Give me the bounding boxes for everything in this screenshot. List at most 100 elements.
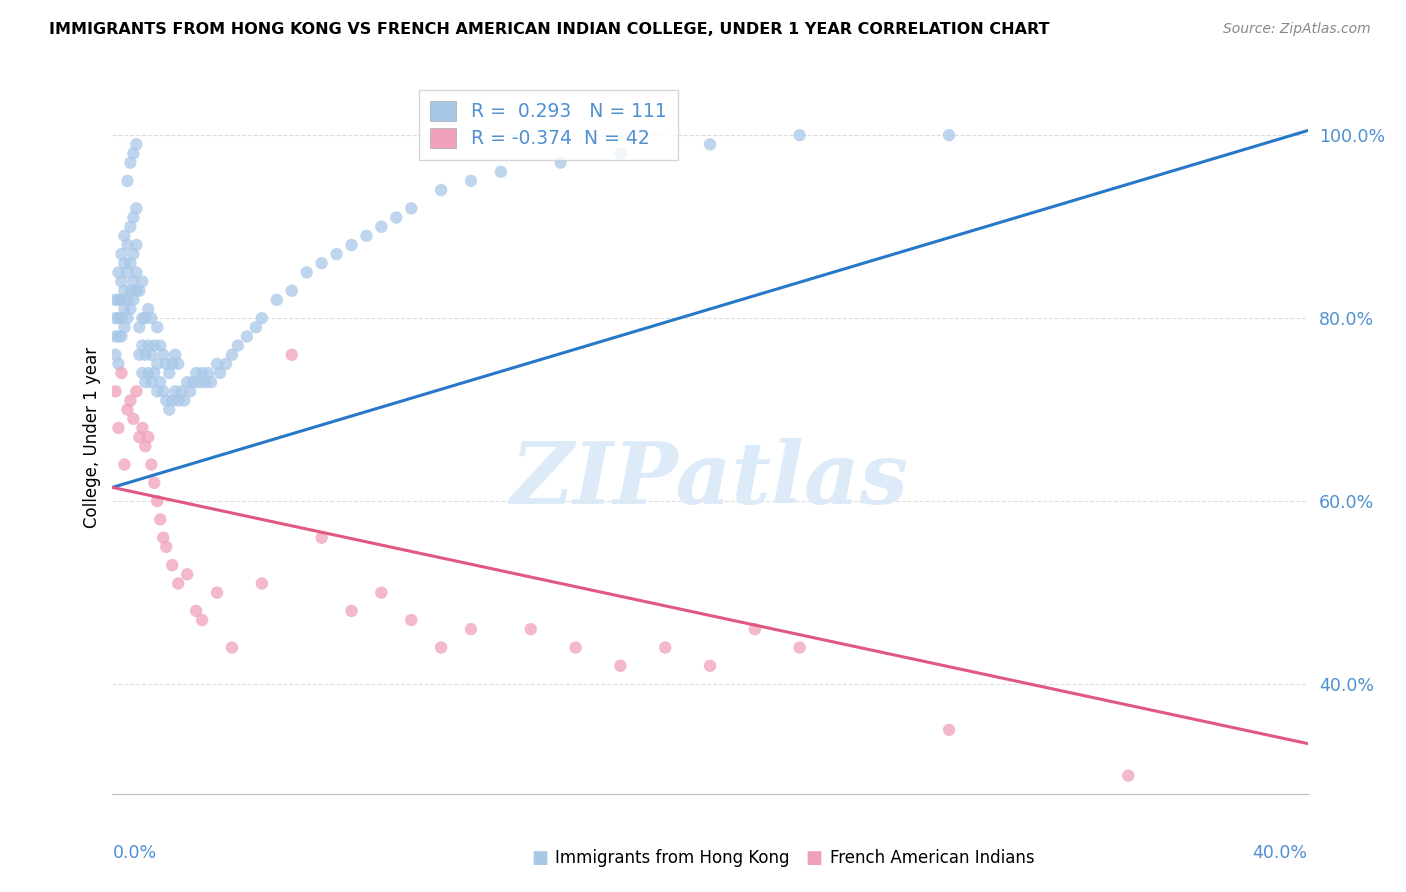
Point — [107, 265, 129, 279]
Point — [146, 357, 169, 371]
Point — [401, 202, 423, 216]
Point — [107, 329, 129, 343]
Point — [191, 366, 214, 380]
Point — [125, 384, 148, 399]
Point — [117, 238, 139, 252]
Point — [654, 640, 676, 655]
Point — [221, 640, 243, 655]
Point — [340, 238, 363, 252]
Point — [110, 247, 132, 261]
Point — [125, 137, 148, 152]
Point — [114, 228, 135, 243]
Point — [149, 338, 172, 352]
Point — [131, 366, 153, 380]
Point — [138, 366, 160, 380]
Point — [266, 293, 288, 307]
Point — [311, 531, 333, 545]
Point — [460, 174, 482, 188]
Point — [138, 338, 160, 352]
Point — [281, 284, 304, 298]
Point — [141, 458, 163, 472]
Point — [117, 402, 139, 417]
Point — [120, 301, 142, 316]
Point — [146, 320, 169, 334]
Point — [122, 411, 145, 425]
Point — [609, 146, 631, 161]
Point — [609, 658, 631, 673]
Point — [789, 640, 811, 655]
Point — [138, 301, 160, 316]
Point — [325, 247, 347, 261]
Legend: R =  0.293   N = 111, R = -0.374  N = 42: R = 0.293 N = 111, R = -0.374 N = 42 — [419, 90, 679, 160]
Point — [370, 219, 392, 234]
Point — [197, 366, 219, 380]
Point — [117, 174, 139, 188]
Point — [128, 284, 150, 298]
Text: French American Indians: French American Indians — [830, 849, 1035, 867]
Point — [125, 284, 148, 298]
Point — [128, 320, 150, 334]
Point — [789, 128, 811, 143]
Point — [181, 375, 204, 389]
Point — [120, 256, 142, 270]
Point — [221, 348, 243, 362]
Point — [236, 329, 259, 343]
Text: IMMIGRANTS FROM HONG KONG VS FRENCH AMERICAN INDIAN COLLEGE, UNDER 1 YEAR CORREL: IMMIGRANTS FROM HONG KONG VS FRENCH AMER… — [49, 22, 1050, 37]
Point — [120, 219, 142, 234]
Point — [281, 348, 304, 362]
Point — [173, 393, 195, 408]
Point — [155, 357, 177, 371]
Point — [114, 284, 135, 298]
Point — [167, 576, 190, 591]
Text: Source: ZipAtlas.com: Source: ZipAtlas.com — [1223, 22, 1371, 37]
Point — [152, 348, 174, 362]
Point — [564, 640, 586, 655]
Point — [107, 421, 129, 435]
Point — [165, 384, 187, 399]
Point — [114, 301, 135, 316]
Point — [107, 357, 129, 371]
Point — [122, 146, 145, 161]
Point — [520, 622, 543, 636]
Point — [107, 311, 129, 326]
Point — [699, 137, 721, 152]
Point — [186, 366, 208, 380]
Point — [143, 366, 166, 380]
Point — [167, 393, 190, 408]
Point — [134, 375, 156, 389]
Point — [340, 604, 363, 618]
Point — [176, 567, 198, 582]
Point — [311, 256, 333, 270]
Point — [143, 338, 166, 352]
Point — [170, 384, 193, 399]
Point — [125, 238, 148, 252]
Point — [370, 585, 392, 599]
Point — [131, 275, 153, 289]
Point — [110, 275, 132, 289]
Point — [117, 293, 139, 307]
Point — [146, 494, 169, 508]
Point — [430, 640, 453, 655]
Point — [744, 622, 766, 636]
Point — [938, 723, 960, 737]
Point — [141, 311, 163, 326]
Point — [165, 348, 187, 362]
Point — [122, 275, 145, 289]
Y-axis label: College, Under 1 year: College, Under 1 year — [83, 346, 101, 528]
Point — [152, 384, 174, 399]
Point — [167, 357, 190, 371]
Point — [134, 348, 156, 362]
Point — [114, 320, 135, 334]
Point — [131, 311, 153, 326]
Point — [550, 155, 572, 169]
Point — [699, 658, 721, 673]
Point — [938, 128, 960, 143]
Point — [120, 284, 142, 298]
Point — [226, 338, 249, 352]
Point — [131, 338, 153, 352]
Point — [117, 265, 139, 279]
Point — [401, 613, 423, 627]
Point — [146, 384, 169, 399]
Point — [295, 265, 318, 279]
Point — [114, 256, 135, 270]
